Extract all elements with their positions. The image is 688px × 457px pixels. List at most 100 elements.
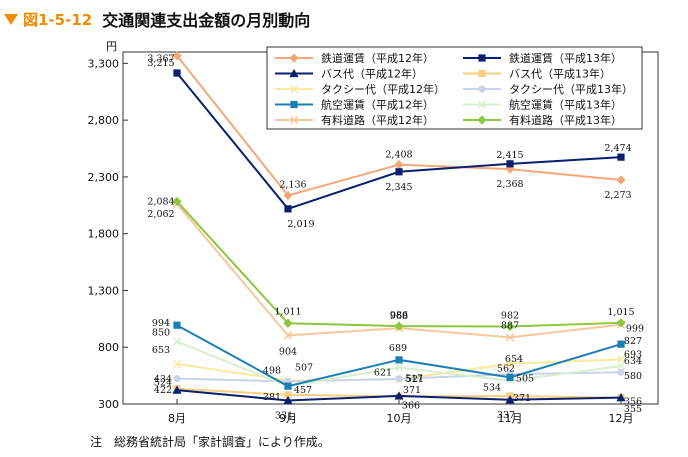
figure-header: 図1-5-12 交通関連支出金額の月別動向 bbox=[4, 8, 310, 30]
data-label: 381 bbox=[263, 392, 281, 403]
series-9 bbox=[172, 196, 626, 332]
data-label: 654 bbox=[505, 354, 523, 365]
data-label: 2,062 bbox=[147, 209, 174, 220]
data-label: 986 bbox=[390, 310, 408, 321]
legend-label: 有料道路（平成12年） bbox=[321, 113, 434, 127]
legend-label: タクシー代（平成12年） bbox=[321, 82, 445, 96]
data-point bbox=[505, 321, 515, 332]
data-label: 2,474 bbox=[604, 143, 631, 154]
data-label: 3,367 bbox=[147, 54, 174, 65]
y-tick-label: 300 bbox=[98, 398, 119, 411]
legend-marker bbox=[289, 68, 299, 78]
y-unit-label: 円 bbox=[106, 40, 117, 53]
series-2 bbox=[172, 385, 626, 405]
data-label: 621 bbox=[374, 368, 392, 379]
data-point bbox=[617, 368, 625, 376]
legend-marker bbox=[477, 115, 487, 125]
legend-label: タクシー代（平成13年） bbox=[509, 82, 633, 96]
data-label: 371 bbox=[403, 385, 421, 396]
data-point bbox=[283, 318, 293, 328]
legend-label: 航空運賃（平成12年） bbox=[321, 98, 434, 112]
data-point bbox=[283, 331, 293, 340]
x-tick-label: 11月 bbox=[498, 412, 523, 425]
legend-marker bbox=[289, 53, 299, 63]
data-label: 337 bbox=[497, 410, 515, 421]
series-6 bbox=[173, 321, 625, 390]
data-label: 1,015 bbox=[607, 307, 634, 318]
data-point bbox=[505, 333, 515, 342]
data-point bbox=[505, 395, 515, 404]
legend-marker bbox=[289, 115, 299, 125]
data-point bbox=[395, 356, 403, 364]
legend-label: 鉄道運賃（平成13年） bbox=[509, 51, 622, 65]
series-line bbox=[176, 200, 622, 328]
data-label: 2,345 bbox=[385, 182, 412, 193]
data-label: 2,019 bbox=[287, 219, 314, 230]
data-label: 634 bbox=[624, 356, 642, 367]
triangle-marker-icon bbox=[4, 13, 18, 25]
data-label: 2,136 bbox=[279, 180, 306, 191]
data-point bbox=[616, 318, 626, 328]
data-point bbox=[173, 321, 181, 329]
data-point bbox=[394, 391, 404, 400]
data-point bbox=[394, 321, 404, 331]
data-label: 534 bbox=[483, 382, 501, 393]
figure-title: 交通関連支出金額の月別動向 bbox=[102, 11, 311, 30]
source-note: 注 総務省統計局「家計調査」により作成。 bbox=[90, 435, 330, 449]
data-point bbox=[617, 340, 625, 348]
y-tick-label: 2,300 bbox=[88, 171, 120, 184]
series-5 bbox=[173, 368, 625, 386]
legend-box bbox=[266, 46, 643, 130]
data-label: 507 bbox=[295, 362, 313, 373]
data-label: 580 bbox=[624, 371, 642, 382]
data-point bbox=[283, 190, 293, 201]
data-point bbox=[283, 395, 293, 405]
data-point bbox=[172, 337, 182, 346]
data-label: 524 bbox=[154, 378, 172, 389]
legend-marker bbox=[478, 69, 486, 78]
data-point bbox=[616, 361, 626, 371]
data-point bbox=[395, 168, 403, 176]
legend-label: バス代（平成13年） bbox=[509, 67, 611, 81]
y-tick-label: 2,800 bbox=[88, 114, 120, 127]
data-point bbox=[284, 205, 292, 213]
y-tick-label: 1,300 bbox=[88, 284, 120, 297]
y-tick-label: 3,300 bbox=[88, 57, 120, 70]
legend-label: 有料道路（平成13年） bbox=[509, 113, 622, 127]
data-point bbox=[173, 69, 181, 77]
data-label: 422 bbox=[154, 385, 172, 396]
data-label: 505 bbox=[516, 374, 534, 385]
data-label: 366 bbox=[402, 401, 420, 412]
data-label: 968 bbox=[390, 311, 408, 322]
data-point bbox=[284, 382, 292, 390]
data-label: 2,273 bbox=[604, 190, 631, 201]
data-label: 1,011 bbox=[274, 306, 301, 317]
data-label: 562 bbox=[497, 363, 515, 374]
data-label: 887 bbox=[501, 320, 519, 331]
x-tick-label: 8月 bbox=[168, 412, 186, 425]
data-point bbox=[172, 51, 182, 61]
legend-label: 航空運賃（平成13年） bbox=[509, 98, 622, 112]
data-point bbox=[394, 160, 404, 170]
data-label: 999 bbox=[626, 324, 644, 335]
legend-marker bbox=[290, 100, 298, 109]
data-label: 827 bbox=[624, 336, 642, 347]
data-label: 693 bbox=[624, 349, 642, 360]
data-label: 356 bbox=[624, 397, 642, 408]
data-label: 994 bbox=[152, 318, 170, 329]
data-label: 331 bbox=[275, 410, 293, 421]
x-tick-label: 10月 bbox=[387, 412, 412, 425]
legend-marker bbox=[477, 100, 487, 109]
data-label: 498 bbox=[263, 366, 281, 377]
data-label: 2,084 bbox=[147, 196, 174, 207]
data-label: 3,215 bbox=[147, 58, 174, 69]
legend-label: バス代（平成12年） bbox=[321, 67, 423, 81]
legend-marker bbox=[478, 85, 486, 93]
legend-label: 鉄道運賃（平成12年） bbox=[321, 51, 434, 65]
data-point bbox=[284, 391, 292, 399]
data-point bbox=[505, 359, 515, 368]
series-1 bbox=[173, 69, 625, 213]
data-point bbox=[506, 373, 514, 382]
series-7 bbox=[172, 337, 626, 391]
